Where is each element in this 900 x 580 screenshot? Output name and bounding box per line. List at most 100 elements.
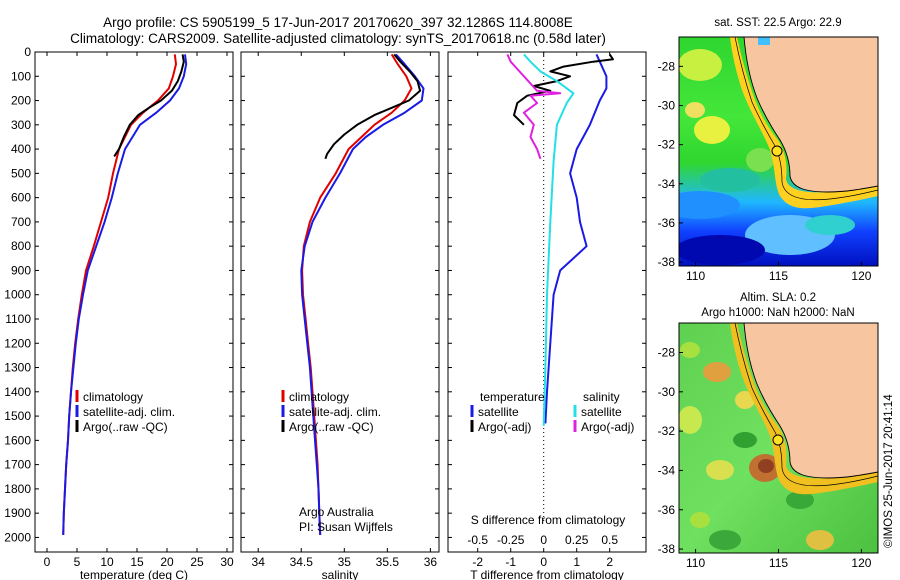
- x-axis-label: salinity: [322, 568, 359, 580]
- x-tick-label: -1: [505, 555, 516, 569]
- legend-entry: satellite-adj. clim.: [289, 405, 381, 419]
- legend-entry: Argo(-adj): [478, 420, 531, 434]
- y-tick-label: 1500: [4, 409, 31, 423]
- x-tick-label: 20: [160, 555, 174, 569]
- x-tick-label: 25: [190, 555, 204, 569]
- x-tick-label: 5: [74, 555, 81, 569]
- y-tick-label: 800: [11, 239, 31, 253]
- y-tick-label: 300: [11, 118, 31, 132]
- sst-argo-location-marker: [771, 145, 783, 157]
- legend-entry: Argo(-adj): [581, 420, 634, 434]
- series-line-1: [300, 53, 425, 536]
- s-difference-axis-label: S difference from climatology: [471, 513, 626, 527]
- s-tick-label: -0.5: [467, 533, 488, 547]
- sst-map-panel: sat. SST: 22.5 Argo: 22.9 110 115 120 -28 -3…: [658, 17, 879, 283]
- sla-map-panel: Altim. SLA: 0.2 Argo h1000: NaN h2000: N…: [658, 292, 879, 570]
- y-tick-label: 1000: [4, 288, 31, 302]
- y-tick-label: 1100: [5, 312, 31, 326]
- plot-frame: [447, 51, 647, 553]
- legend-entry: climatology: [289, 390, 349, 404]
- map-x-tick-label: 120: [851, 269, 871, 283]
- plot-frame: [34, 51, 234, 553]
- y-tick-label: 700: [11, 215, 31, 229]
- x-tick-label: 34: [252, 555, 266, 569]
- s-tick-label: 0.25: [565, 533, 589, 547]
- y-tick-label: 1900: [4, 506, 31, 520]
- x-tick-label: 35: [338, 555, 352, 569]
- map-y-tick-label: -28: [658, 59, 676, 73]
- sla-argo-location-marker: [772, 434, 784, 446]
- legend-entry: satellite-adj. clim.: [83, 405, 175, 419]
- y-tick-label: 1400: [4, 385, 31, 399]
- series-line-2: [523, 53, 575, 426]
- s-tick-label: -0.25: [497, 533, 525, 547]
- figure-title-line1: Argo profile: CS 5905199_5 17-Jun-2017 2…: [103, 15, 573, 30]
- sst-map-title: sat. SST: 22.5 Argo: 22.9: [714, 17, 841, 29]
- sla-map-subtitle: Argo h1000: NaN h2000: NaN: [701, 307, 854, 319]
- x-tick-label: 1: [573, 555, 580, 569]
- map-x-tick-label: 120: [851, 556, 871, 570]
- map-y-tick-label: -32: [658, 424, 676, 438]
- s-tick-label: 0.5: [601, 533, 618, 547]
- series-line-0: [301, 53, 413, 536]
- legend-entry: salinity: [583, 390, 620, 404]
- y-tick-label: 200: [11, 94, 31, 108]
- y-tick-label: 1200: [4, 336, 31, 350]
- legend-entry: satellite: [581, 405, 622, 419]
- x-tick-label: 2: [606, 555, 613, 569]
- y-tick-label: 900: [11, 263, 31, 277]
- map-y-tick-label: -36: [658, 503, 676, 517]
- map-y-tick-label: -36: [658, 216, 676, 230]
- legend-entry: satellite: [478, 405, 519, 419]
- y-tick-label: 500: [11, 166, 31, 180]
- y-tick-label: 1700: [4, 458, 31, 472]
- s-tick-label: 0: [540, 533, 547, 547]
- imos-credit: ©IMOS 25-Jun-2017 20:41:14: [883, 394, 895, 548]
- y-tick-label: 1800: [4, 482, 31, 496]
- difference-profile-panel: -2 -1 0 1 2T difference from climatology -0.5…: [447, 51, 647, 580]
- pi-label: PI: Susan Wijffels: [299, 520, 393, 534]
- x-tick-label: 35.5: [376, 555, 400, 569]
- series-line-2: [113, 54, 185, 157]
- map-y-tick-label: -30: [658, 99, 676, 113]
- legend-entry: Argo(..raw -QC): [289, 420, 374, 434]
- series-line-0: [62, 54, 177, 536]
- x-tick-label: 0: [540, 555, 547, 569]
- x-tick-label: 36: [424, 555, 438, 569]
- series-line-3: [506, 53, 562, 160]
- y-tick-label: 400: [11, 142, 31, 156]
- map-y-tick-label: -32: [658, 138, 676, 152]
- x-axis-label: temperature (deg C): [80, 568, 188, 580]
- sla-map-title: Altim. SLA: 0.2: [740, 292, 816, 304]
- y-tick-label: 1300: [4, 361, 31, 375]
- y-tick-label: 2000: [4, 530, 31, 544]
- x-tick-label: -2: [472, 555, 483, 569]
- map-x-tick-label: 115: [769, 556, 788, 570]
- map-y-tick-label: -30: [658, 385, 676, 399]
- series-line-1: [62, 54, 188, 536]
- map-y-tick-label: -38: [658, 255, 676, 269]
- x-tick-label: 30: [220, 555, 234, 569]
- map-y-tick-label: -38: [658, 542, 676, 556]
- argo-australia-label: Argo Australia: [299, 505, 374, 519]
- x-tick-label: 15: [130, 555, 144, 569]
- map-x-tick-label: 115: [769, 269, 788, 283]
- series-line-0: [544, 53, 608, 424]
- map-y-tick-label: -34: [658, 463, 676, 477]
- series-line-1: [513, 53, 614, 126]
- map-x-tick-label: 110: [686, 556, 705, 570]
- figure-title-line2: Climatology: CARS2009. Satellite-adjuste…: [70, 31, 606, 46]
- x-tick-label: 10: [100, 555, 114, 569]
- legend-entry: Argo(..raw -QC): [83, 420, 168, 434]
- map-y-tick-label: -28: [658, 345, 676, 359]
- salinity-profile-panel: 34 34.5 35 35.5 36 salinity climatologysatelli…: [240, 51, 440, 580]
- legend-entry: climatology: [83, 390, 143, 404]
- y-tick-label: 0: [24, 45, 31, 59]
- y-tick-label: 100: [11, 69, 31, 83]
- map-x-tick-label: 110: [686, 269, 705, 283]
- x-tick-label: 34.5: [290, 555, 314, 569]
- x-tick-label: 0: [44, 555, 51, 569]
- legend-entry: temperature: [480, 390, 545, 404]
- plot-frame: [240, 51, 440, 553]
